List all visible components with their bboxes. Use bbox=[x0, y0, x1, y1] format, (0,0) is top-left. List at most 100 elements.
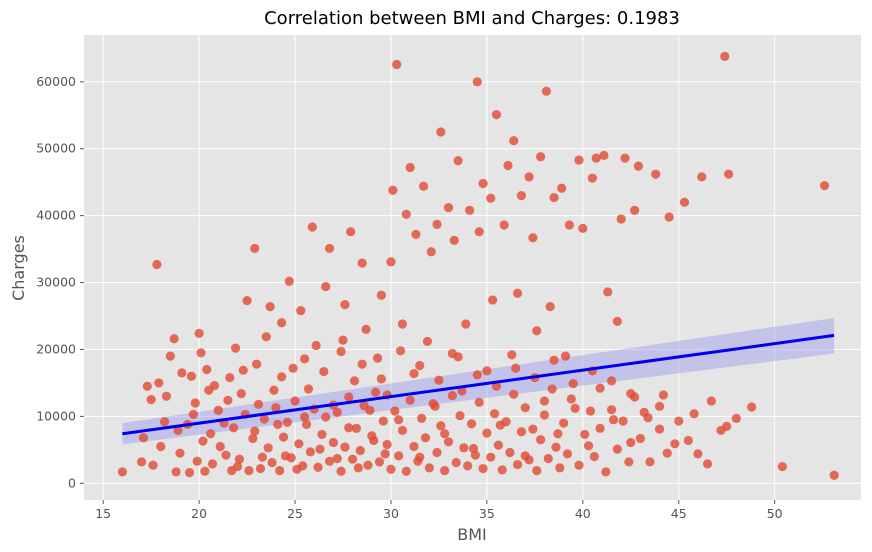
data-point bbox=[461, 319, 471, 329]
data-point bbox=[250, 426, 260, 436]
data-point bbox=[549, 355, 559, 365]
x-tick-label: 25 bbox=[287, 506, 303, 521]
data-point bbox=[405, 162, 415, 173]
data-point bbox=[267, 457, 277, 468]
data-point bbox=[363, 460, 373, 470]
data-point bbox=[612, 316, 622, 326]
data-point bbox=[716, 425, 726, 436]
data-point bbox=[509, 389, 519, 399]
data-point bbox=[357, 359, 367, 369]
data-point bbox=[296, 306, 306, 316]
data-point bbox=[294, 439, 304, 449]
data-point bbox=[136, 457, 147, 467]
data-point bbox=[580, 429, 590, 440]
data-point bbox=[528, 424, 538, 434]
data-point bbox=[394, 415, 404, 425]
data-point bbox=[465, 205, 475, 215]
data-point bbox=[242, 296, 252, 306]
data-point bbox=[371, 387, 381, 397]
y-tick-label: 60000 bbox=[36, 74, 76, 89]
data-point bbox=[190, 398, 200, 408]
data-point bbox=[418, 181, 429, 191]
data-point bbox=[361, 324, 371, 334]
data-point bbox=[275, 465, 285, 476]
data-point bbox=[555, 463, 565, 473]
data-point bbox=[269, 385, 279, 395]
data-point bbox=[277, 372, 287, 382]
data-point bbox=[340, 300, 350, 310]
data-point bbox=[388, 185, 398, 195]
data-point bbox=[357, 258, 367, 268]
confidence-band bbox=[122, 318, 835, 445]
data-point bbox=[156, 441, 166, 452]
data-point bbox=[146, 395, 156, 405]
data-point bbox=[539, 410, 550, 420]
data-point bbox=[390, 406, 400, 416]
data-point bbox=[271, 403, 281, 413]
data-point bbox=[662, 448, 672, 458]
data-point bbox=[173, 425, 183, 436]
data-point bbox=[367, 431, 377, 441]
data-point bbox=[186, 371, 197, 381]
data-point bbox=[303, 384, 314, 394]
data-point bbox=[169, 334, 179, 344]
x-axis-label: BMI bbox=[457, 525, 487, 544]
data-point bbox=[474, 397, 484, 407]
data-point bbox=[344, 392, 354, 402]
data-point bbox=[202, 364, 212, 375]
data-point bbox=[207, 459, 218, 469]
data-point bbox=[697, 172, 707, 182]
data-point bbox=[635, 433, 645, 444]
data-point bbox=[595, 423, 605, 434]
data-point bbox=[777, 461, 787, 472]
data-point bbox=[472, 77, 482, 87]
data-point bbox=[536, 152, 546, 162]
data-point bbox=[317, 429, 327, 440]
data-point bbox=[449, 235, 459, 246]
data-point bbox=[359, 401, 369, 411]
data-point bbox=[225, 372, 235, 383]
data-point bbox=[447, 391, 457, 401]
data-point bbox=[706, 396, 716, 406]
data-point bbox=[386, 257, 396, 267]
data-point bbox=[453, 352, 463, 362]
data-point bbox=[624, 457, 634, 467]
data-point bbox=[654, 424, 665, 434]
data-point bbox=[564, 220, 574, 230]
y-axis-label: Charges bbox=[9, 235, 28, 301]
data-point bbox=[321, 412, 331, 422]
data-point bbox=[301, 419, 312, 429]
data-point bbox=[532, 465, 542, 476]
data-point bbox=[221, 450, 231, 460]
data-point bbox=[443, 437, 454, 447]
data-point bbox=[336, 466, 346, 476]
y-axis-ticks: 0 10000 20000 30000 40000 50000 60000 bbox=[36, 74, 84, 490]
data-point bbox=[315, 444, 325, 454]
data-point bbox=[488, 295, 498, 305]
data-point bbox=[282, 417, 292, 427]
data-point bbox=[658, 390, 668, 400]
data-point bbox=[747, 402, 757, 412]
data-point bbox=[443, 203, 454, 213]
data-point bbox=[159, 417, 170, 427]
data-point bbox=[516, 427, 527, 437]
data-point bbox=[278, 432, 289, 442]
data-point bbox=[536, 435, 546, 445]
data-point bbox=[206, 429, 216, 439]
data-point bbox=[541, 86, 551, 96]
data-point bbox=[340, 442, 350, 452]
data-point bbox=[616, 214, 626, 224]
data-point bbox=[277, 318, 287, 328]
data-point bbox=[486, 452, 496, 462]
data-point bbox=[426, 247, 436, 257]
data-point bbox=[633, 161, 644, 171]
data-point bbox=[654, 401, 665, 411]
chart-title: Correlation between BMI and Charges: 0.1… bbox=[264, 8, 680, 29]
data-point bbox=[286, 453, 296, 463]
data-point bbox=[574, 460, 584, 470]
data-point bbox=[321, 281, 331, 292]
data-point bbox=[223, 395, 233, 405]
data-point bbox=[578, 223, 588, 233]
data-point bbox=[626, 437, 636, 448]
data-point bbox=[420, 433, 431, 443]
